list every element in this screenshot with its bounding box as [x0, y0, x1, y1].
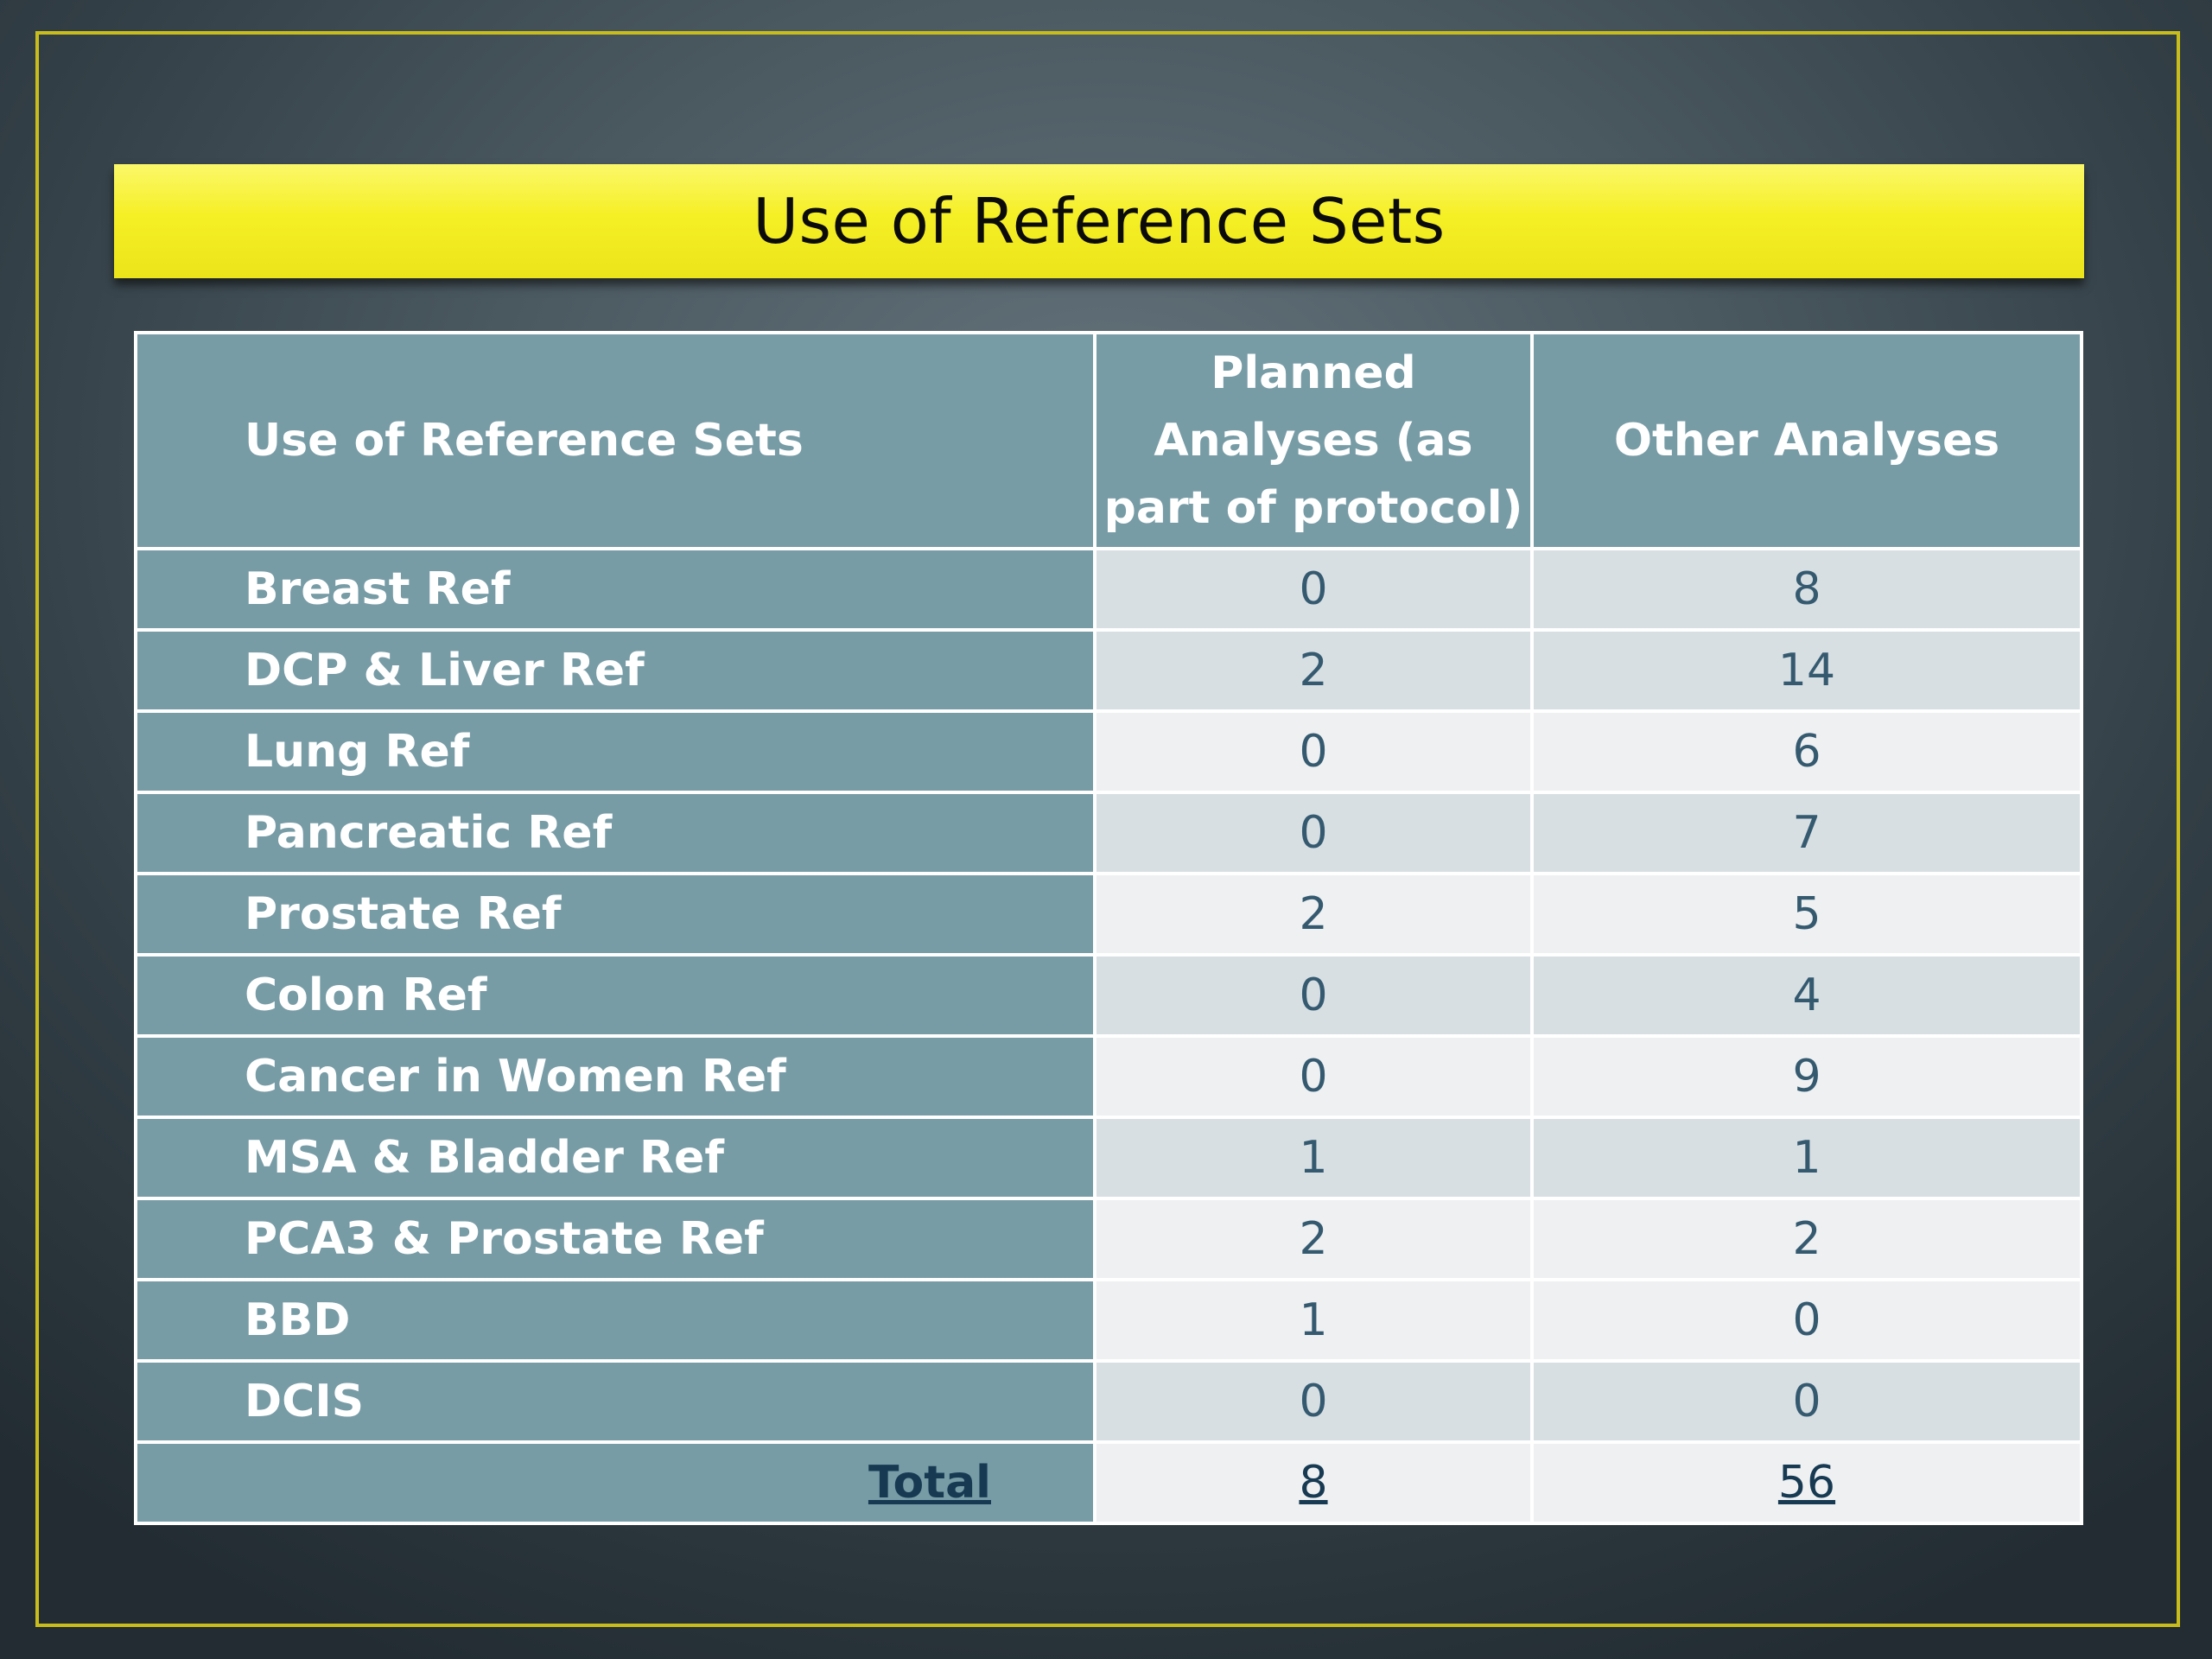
total-row: Total 8 56 — [134, 1440, 2083, 1525]
slide-title: Use of Reference Sets — [753, 185, 1446, 257]
table-row: BBD 1 0 — [134, 1278, 2083, 1363]
table-row: Lung Ref 0 6 — [134, 709, 2083, 794]
row-label: PCA3 & Prostate Ref — [134, 1197, 1096, 1281]
planned-value: 1 — [1093, 1116, 1534, 1200]
other-value: 7 — [1530, 791, 2083, 875]
table-header-row: Use of Reference Sets Planned Analyses (… — [134, 331, 2083, 550]
planned-value: 0 — [1093, 709, 1534, 794]
planned-value: 2 — [1093, 628, 1534, 713]
table-row: Cancer in Women Ref 0 9 — [134, 1034, 2083, 1119]
table-row: Breast Ref 0 8 — [134, 547, 2083, 632]
row-label: DCP & Liver Ref — [134, 628, 1096, 713]
other-value: 0 — [1530, 1278, 2083, 1363]
other-value: 1 — [1530, 1116, 2083, 1200]
planned-value: 2 — [1093, 1197, 1534, 1281]
header-planned-analyses: Planned Analyses (as part of protocol) — [1093, 331, 1534, 550]
title-banner: Use of Reference Sets — [114, 164, 2084, 278]
header-planned-line-1: Planned — [1211, 347, 1416, 399]
planned-value: 0 — [1093, 547, 1534, 632]
header-planned-line-2: Analyses (as — [1154, 415, 1473, 467]
table-row: DCP & Liver Ref 2 14 — [134, 628, 2083, 713]
row-label: Colon Ref — [134, 953, 1096, 1038]
planned-value: 1 — [1093, 1278, 1534, 1363]
header-use-of-reference-sets: Use of Reference Sets — [134, 331, 1096, 550]
other-value: 14 — [1530, 628, 2083, 713]
other-value: 5 — [1530, 872, 2083, 957]
table-row: Prostate Ref 2 5 — [134, 872, 2083, 957]
row-label: Breast Ref — [134, 547, 1096, 632]
slide-frame — [35, 31, 2180, 1627]
row-label: MSA & Bladder Ref — [134, 1116, 1096, 1200]
table-row: Pancreatic Ref 0 7 — [134, 791, 2083, 875]
other-value: 9 — [1530, 1034, 2083, 1119]
planned-value: 0 — [1093, 791, 1534, 875]
other-value: 4 — [1530, 953, 2083, 1038]
other-value: 6 — [1530, 709, 2083, 794]
header-other-analyses: Other Analyses — [1530, 331, 2083, 550]
other-value: 0 — [1530, 1359, 2083, 1444]
other-value: 2 — [1530, 1197, 2083, 1281]
row-label: Pancreatic Ref — [134, 791, 1096, 875]
planned-value: 0 — [1093, 1359, 1534, 1444]
row-label: Cancer in Women Ref — [134, 1034, 1096, 1119]
planned-value: 2 — [1093, 872, 1534, 957]
planned-value: 0 — [1093, 953, 1534, 1038]
header-planned-line-3: part of protocol) — [1103, 482, 1523, 534]
total-planned-value: 8 — [1093, 1440, 1534, 1525]
table-row: MSA & Bladder Ref 1 1 — [134, 1116, 2083, 1200]
reference-sets-table: Use of Reference Sets Planned Analyses (… — [134, 331, 2083, 1525]
row-label: DCIS — [134, 1359, 1096, 1444]
other-value: 8 — [1530, 547, 2083, 632]
planned-value: 0 — [1093, 1034, 1534, 1119]
table-row: PCA3 & Prostate Ref 2 2 — [134, 1197, 2083, 1281]
total-other-value: 56 — [1530, 1440, 2083, 1525]
row-label: BBD — [134, 1278, 1096, 1363]
table-row: Colon Ref 0 4 — [134, 953, 2083, 1038]
row-label: Prostate Ref — [134, 872, 1096, 957]
table-row: DCIS 0 0 — [134, 1359, 2083, 1444]
row-label: Lung Ref — [134, 709, 1096, 794]
total-label: Total — [134, 1440, 1096, 1525]
